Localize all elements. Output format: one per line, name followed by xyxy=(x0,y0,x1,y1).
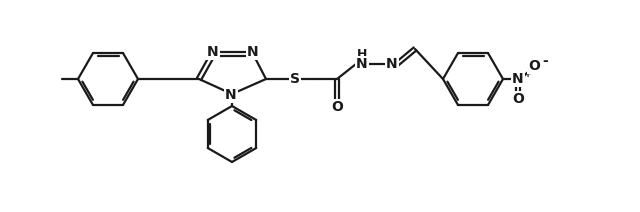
Text: N: N xyxy=(386,57,398,71)
Text: O: O xyxy=(528,59,540,73)
Text: N: N xyxy=(225,88,237,102)
Text: N: N xyxy=(512,72,524,86)
Text: N: N xyxy=(207,45,219,59)
Text: N: N xyxy=(356,57,368,71)
Text: N: N xyxy=(247,45,259,59)
Text: O: O xyxy=(512,92,524,106)
Text: S: S xyxy=(290,72,300,86)
Text: -: - xyxy=(542,54,548,68)
Text: O: O xyxy=(331,100,343,114)
Text: +: + xyxy=(524,69,532,79)
Text: H: H xyxy=(357,49,367,61)
